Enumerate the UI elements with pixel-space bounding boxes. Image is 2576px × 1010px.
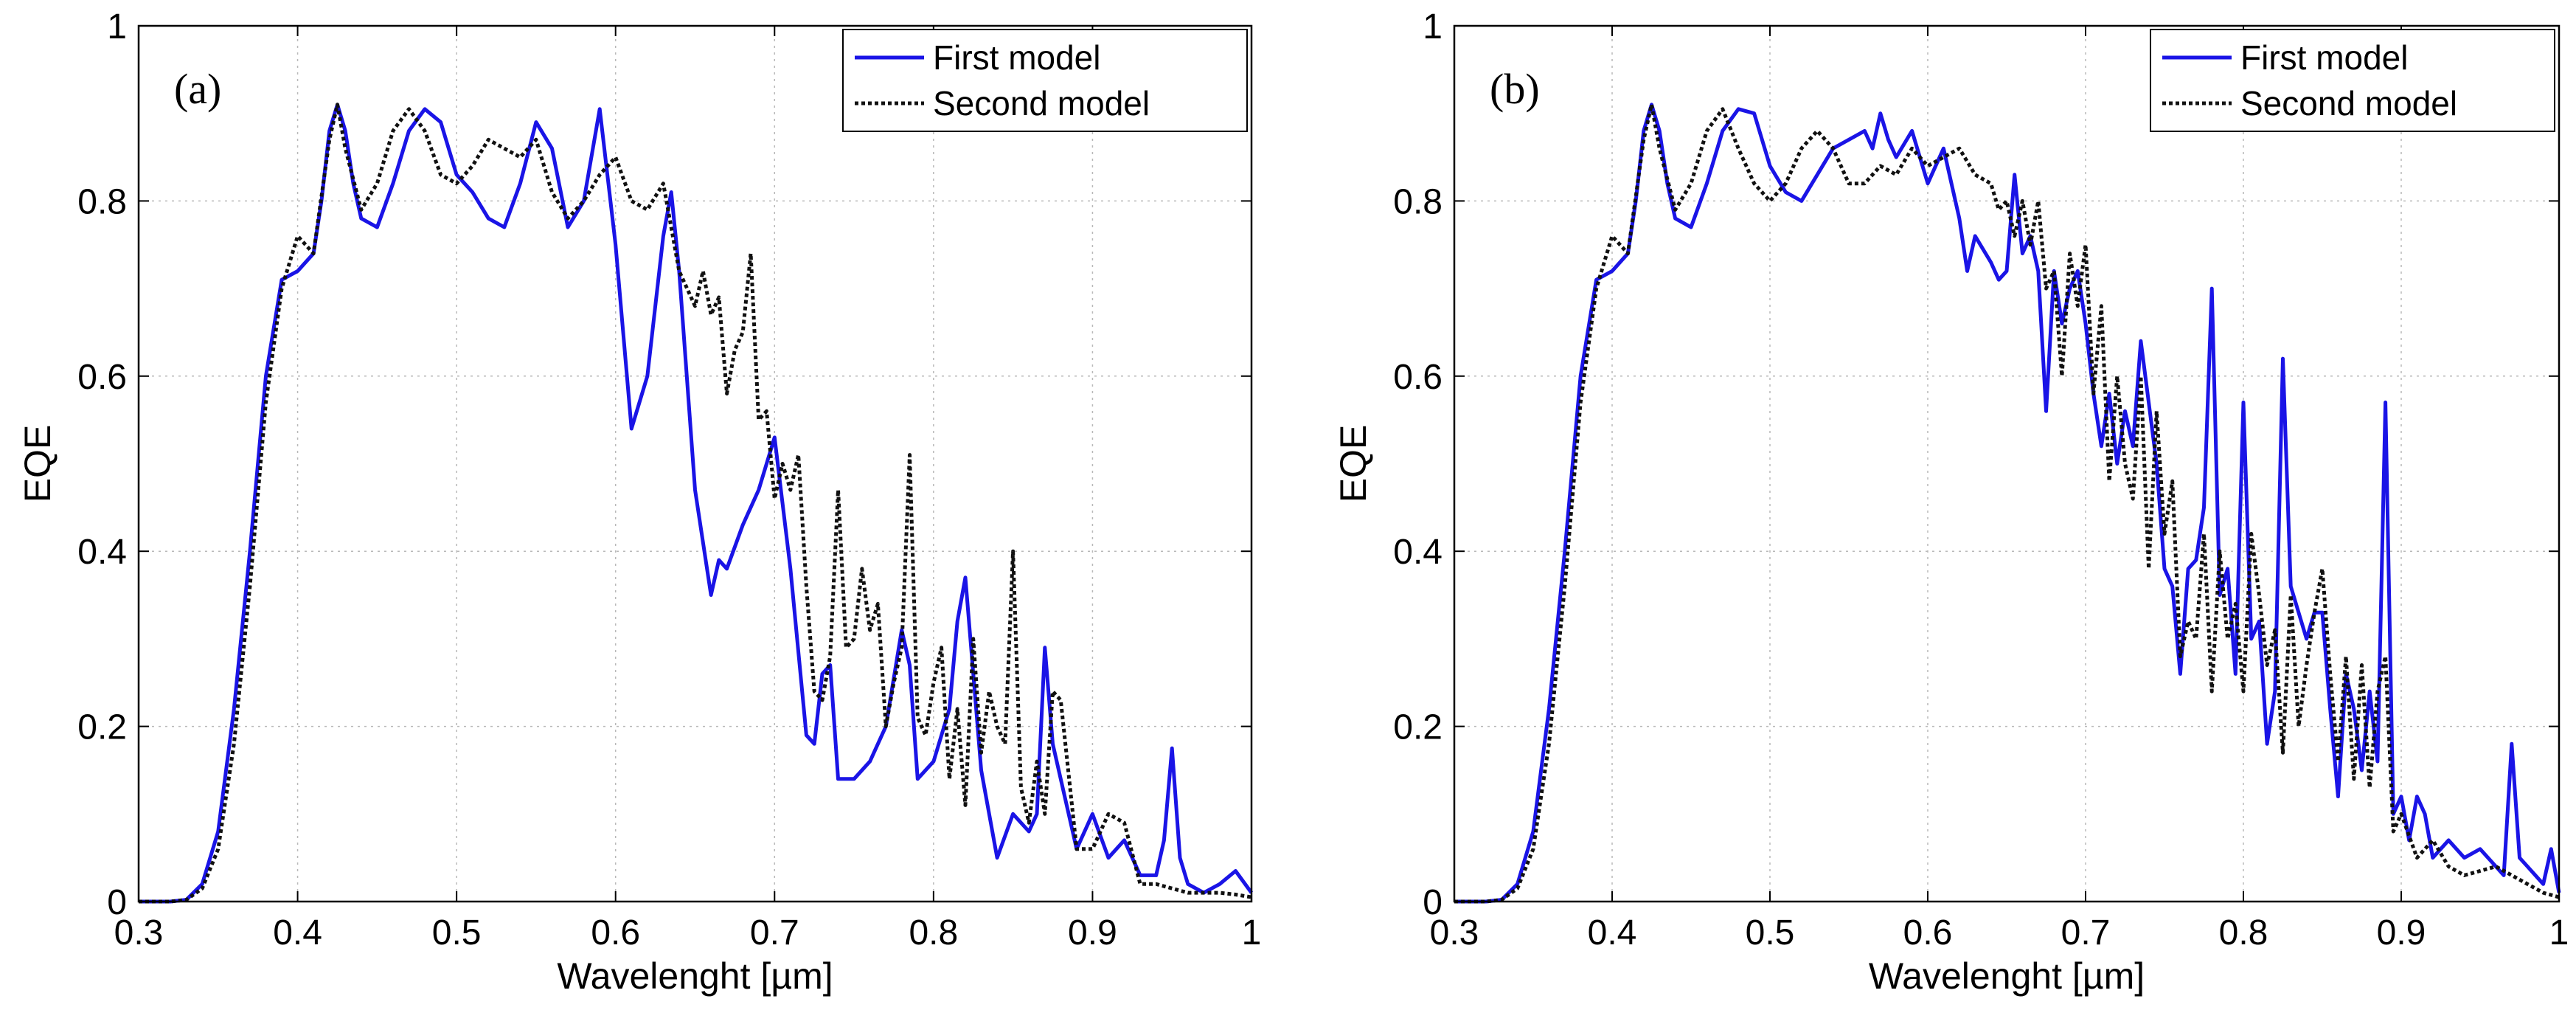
ticks: 0.3 0.4 0.5 0.6 0.7 0.8 0.9 1 0 0.2 0.4 0.6 0.8 1 [77,7,1261,952]
x-axis-label: Wavelenght [µm] [1869,955,2145,997]
x-tick-label: 1 [2549,913,2569,952]
x-tick-label: 0.4 [273,913,322,952]
y-tick-label: 0.4 [1393,533,1443,572]
legend: First model Second model [842,29,1248,132]
legend: First model Second model [2150,29,2555,132]
y-tick-label: 0.2 [77,708,127,747]
y-tick-label: 0 [1423,883,1443,922]
plot-area [139,103,1254,904]
y-tick-label: 0 [107,883,127,922]
x-tick-label: 0.7 [2061,913,2111,952]
grid [1454,26,2559,902]
x-tick-label: 0.8 [2219,913,2268,952]
legend-label-first-model: First model [2240,38,2408,77]
legend-label-first-model: First model [933,38,1100,77]
x-tick-label: 0.5 [432,913,482,952]
series-line-second-model [1454,103,2560,904]
legend-box [842,29,1248,132]
panel-label: (a) [174,65,221,113]
x-tick-label: 0.8 [909,913,958,952]
y-axis-label: EQE [1333,425,1374,503]
x-tick-label: 0.6 [591,913,640,952]
ticks: 0.3 0.4 0.5 0.6 0.7 0.8 0.9 1 0 0.2 0.4 0.6 0.8 1 [1393,7,2569,952]
panel-b: 0.3 0.4 0.5 0.6 0.7 0.8 0.9 1 0 0.2 0.4 0.6 0.8 1 (b)… [1333,7,2569,997]
grid [139,26,1251,902]
y-tick-label: 0.4 [77,533,127,572]
x-tick-label: 0.9 [1068,913,1117,952]
x-axis-label: Wavelenght [µm] [557,955,833,997]
x-tick-label: 0.6 [1903,913,1953,952]
y-tick-label: 0.2 [1393,708,1443,747]
y-tick-label: 1 [107,7,127,46]
series-line-first-model [1454,103,2561,904]
series-line-first-model [139,103,1254,904]
legend-box [2150,29,2555,132]
y-tick-label: 1 [1423,7,1443,46]
x-tick-label: 0.7 [750,913,799,952]
legend-label-second-model: Second model [2240,84,2457,122]
axes-frame [1453,24,2561,903]
plot-area [1454,103,2561,904]
series-line-second-model [139,103,1252,904]
y-tick-label: 0.6 [77,358,127,397]
x-tick-label: 0.3 [1430,913,1479,952]
x-tick-label: 0.9 [2377,913,2426,952]
x-tick-label: 1 [1242,913,1262,952]
panel-a: 0.3 0.4 0.5 0.6 0.7 0.8 0.9 1 0 0.2 0.4 0.6 0.8 1 (a)… [17,7,1261,997]
x-tick-label: 0.5 [1746,913,1795,952]
axes-frame [137,24,1253,903]
y-tick-label: 0.8 [1393,182,1443,221]
y-tick-label: 0.8 [77,182,127,221]
panel-label: (b) [1490,65,1540,113]
x-tick-label: 0.4 [1588,913,1637,952]
x-tick-label: 0.3 [114,913,164,952]
y-tick-label: 0.6 [1393,358,1443,397]
legend-label-second-model: Second model [933,84,1150,122]
y-axis-label: EQE [17,425,58,503]
